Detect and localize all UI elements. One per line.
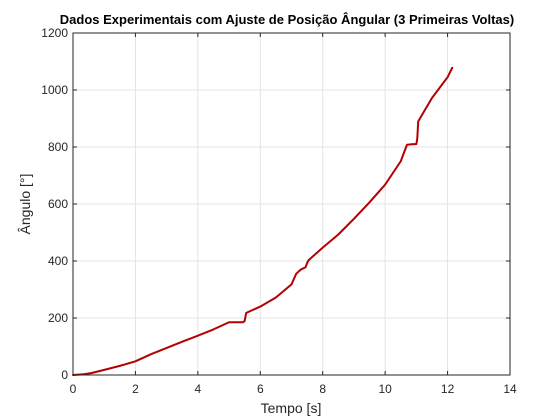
x-tick-label: 14 xyxy=(503,382,517,396)
y-tick-label: 800 xyxy=(48,140,68,154)
x-tick-label: 2 xyxy=(132,382,139,396)
x-tick-label: 6 xyxy=(257,382,264,396)
y-tick-label: 200 xyxy=(48,311,68,325)
x-axis-label: Tempo [s] xyxy=(261,400,322,416)
series-line xyxy=(72,66,454,376)
ticks: 0 2 4 6 8 10 12 14 0 200 400 600 800 1000 1200 xyxy=(41,26,517,396)
y-tick-label: 1200 xyxy=(41,26,68,40)
grid xyxy=(73,33,510,375)
x-tick-label: 0 xyxy=(70,382,77,396)
x-tick-label: 10 xyxy=(378,382,392,396)
x-tick-label: 8 xyxy=(319,382,326,396)
x-tick-label: 12 xyxy=(441,382,455,396)
chart-title: Dados Experimentais com Ajuste de Posiçã… xyxy=(60,12,514,27)
y-tick-label: 0 xyxy=(61,368,68,382)
y-tick-label: 600 xyxy=(48,197,68,211)
y-tick-label: 400 xyxy=(48,254,68,268)
y-tick-label: 1000 xyxy=(41,83,68,97)
x-tick-label: 4 xyxy=(195,382,202,396)
series-lines xyxy=(72,66,454,376)
y-axis-label: Ângulo [°] xyxy=(17,174,33,235)
